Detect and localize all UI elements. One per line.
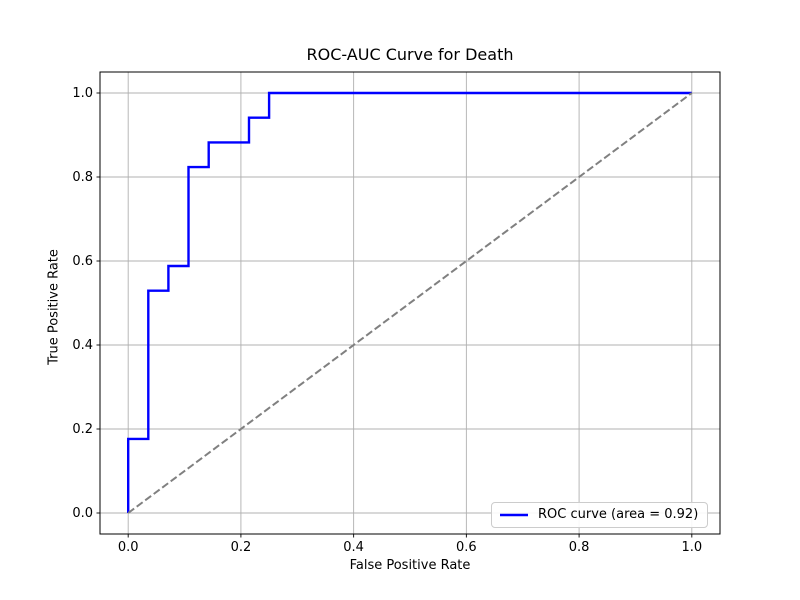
- chart-title: ROC-AUC Curve for Death: [306, 45, 514, 64]
- legend: ROC curve (area = 0.92): [491, 502, 709, 528]
- x-tick-label: 1.0: [681, 540, 703, 555]
- x-tick-label: 0.2: [230, 540, 252, 555]
- x-tick-label: 0.0: [117, 540, 139, 555]
- x-axis-label: False Positive Rate: [349, 558, 471, 573]
- y-tick-label: 0.4: [72, 337, 93, 353]
- y-tick-label: 0.8: [72, 169, 93, 185]
- y-tick-label: 0.6: [72, 253, 93, 269]
- roc-curve-line: [126, 91, 692, 513]
- axes-spines: [99, 71, 721, 535]
- legend-label: ROC curve (area = 0.92): [538, 507, 699, 522]
- y-tick-label: 1.0: [72, 85, 93, 101]
- x-tick-label: 0.8: [568, 540, 590, 555]
- chance-diagonal-line: [127, 92, 693, 514]
- x-tick-label: 0.4: [343, 540, 364, 555]
- y-tick-label: 0.0: [72, 505, 93, 521]
- x-tick-label: 0.6: [456, 540, 477, 555]
- legend-line-icon: [500, 513, 528, 517]
- y-tick-label: 0.2: [72, 421, 93, 437]
